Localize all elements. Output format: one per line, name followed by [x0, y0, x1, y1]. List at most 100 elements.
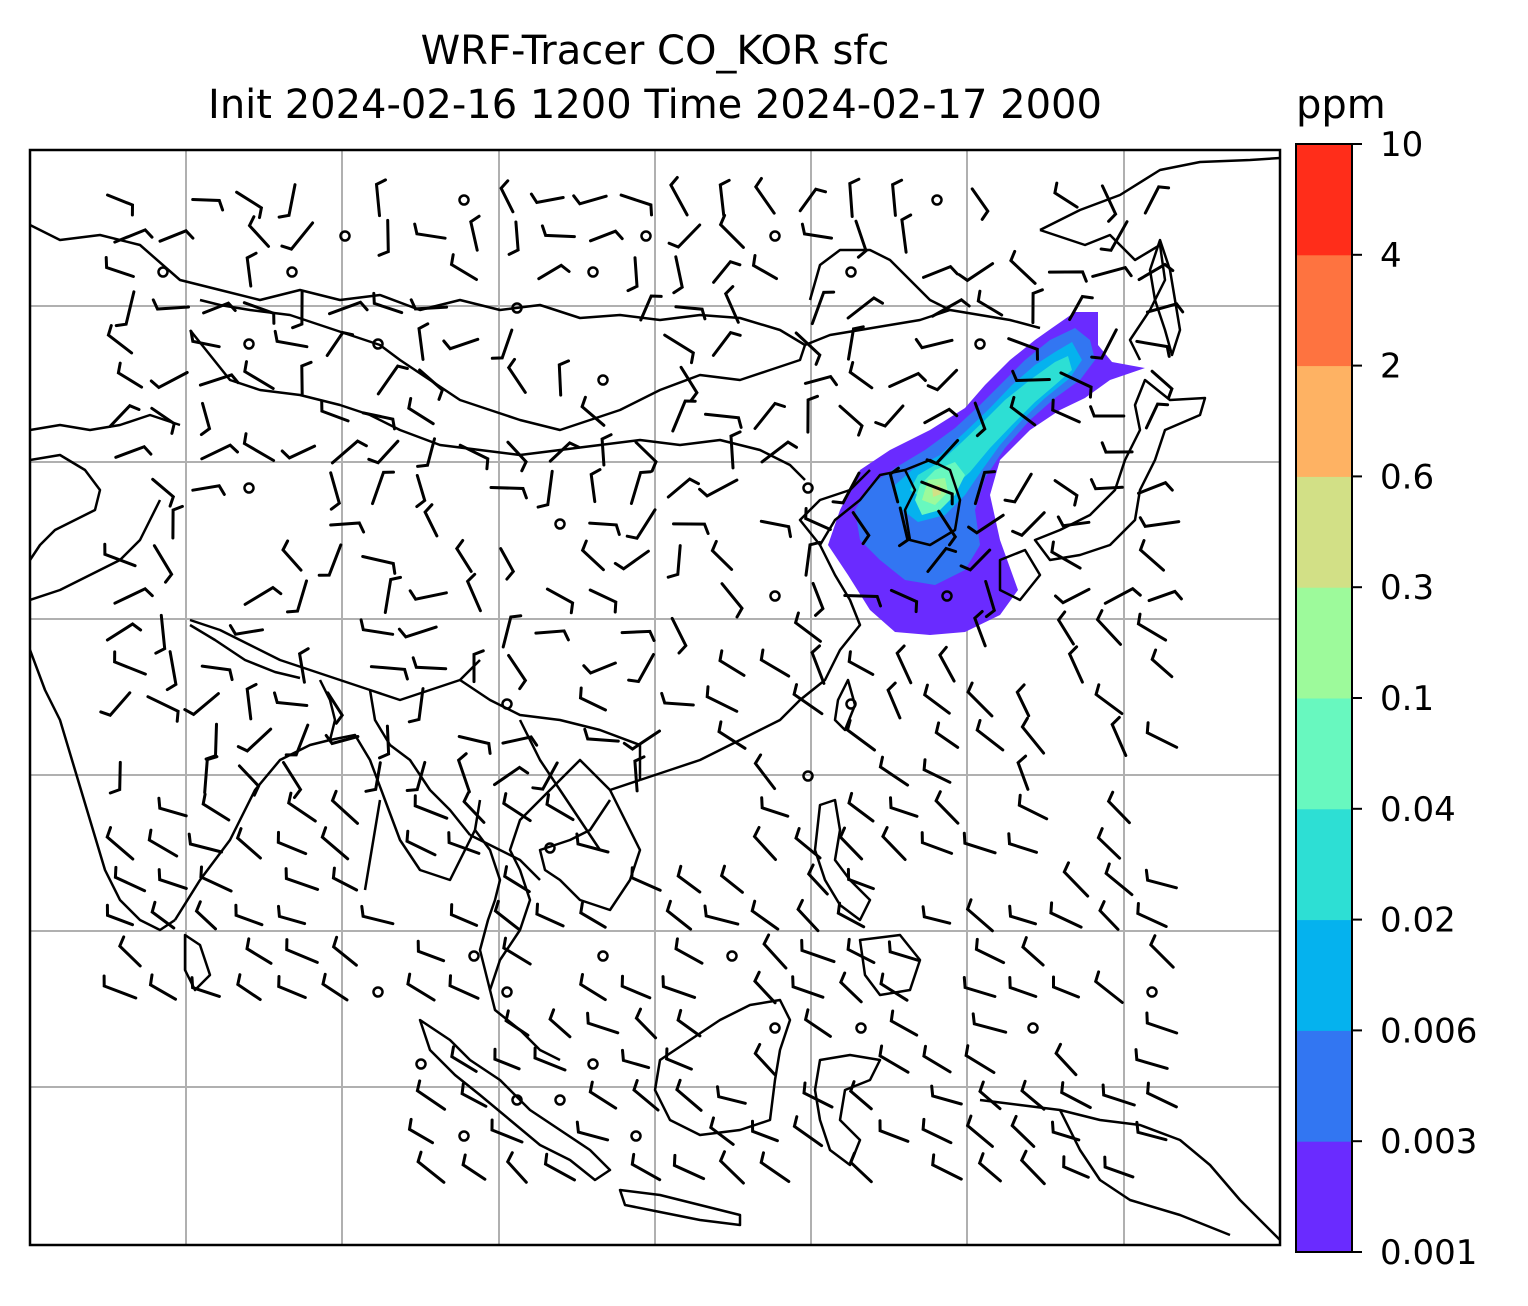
wind-barb	[794, 827, 822, 860]
wind-barb	[202, 301, 237, 315]
wind-barb	[760, 440, 798, 464]
wind-barb	[922, 1044, 952, 1074]
wind-barb-calm	[769, 590, 781, 602]
wind-barb	[504, 1009, 530, 1037]
colorbar-tick-label-1: 0.003	[1380, 1122, 1477, 1162]
wind-barb-calm	[468, 950, 480, 962]
wind-barb	[847, 650, 875, 676]
wind-barb	[798, 187, 827, 213]
wind-barb	[962, 831, 997, 855]
wind-barb	[499, 179, 515, 214]
wind-barb	[752, 826, 777, 861]
wind-barb-calm	[511, 302, 523, 314]
colorbar-block-3	[1296, 808, 1352, 921]
wind-barb	[102, 974, 138, 1000]
wind-barb	[416, 939, 446, 963]
colorbar-block-5	[1296, 587, 1352, 699]
wind-barb	[836, 901, 866, 929]
wind-barb	[1068, 294, 1094, 321]
wind-barb	[792, 683, 824, 716]
wind-barb	[831, 471, 861, 505]
wind-barb	[150, 406, 176, 435]
coast-taiwan	[833, 678, 857, 732]
wind-barb	[698, 478, 739, 498]
wind-barb	[621, 1048, 651, 1070]
colorbar-unit-label: ppm	[1296, 82, 1386, 128]
wind-barb	[359, 618, 395, 636]
coast-bohai	[798, 469, 871, 546]
wind-barb	[273, 329, 309, 349]
wind-barb	[1146, 1081, 1178, 1109]
wind-barb	[146, 695, 180, 723]
wind-barb	[711, 330, 742, 357]
wind-barb	[405, 829, 437, 857]
colorbar-tick-label-2: 0.006	[1380, 1011, 1477, 1051]
wind-barb	[1020, 1079, 1046, 1111]
wind-barb	[502, 792, 532, 823]
wind-barb	[534, 629, 570, 642]
wind-barb	[113, 865, 147, 893]
wind-barb-calm	[726, 950, 738, 962]
wind-barb	[1135, 339, 1171, 358]
wind-barb	[600, 433, 613, 467]
wind-barb	[108, 760, 122, 795]
wind-barb-calm	[1146, 986, 1158, 998]
wind-barb	[113, 228, 154, 244]
wind-barb	[977, 1152, 1002, 1183]
wind-barb	[920, 480, 954, 506]
wind-barb	[934, 721, 960, 749]
wind-barb	[149, 371, 189, 390]
wind-barb	[793, 611, 822, 643]
wind-barb	[545, 793, 575, 822]
wind-barb	[898, 506, 910, 548]
wind-barb	[1138, 516, 1181, 529]
border-mongolia-china	[189, 329, 806, 481]
wind-barb	[415, 1079, 447, 1111]
wind-barb-calm	[769, 230, 781, 242]
wind-barb	[183, 692, 220, 717]
wind-barb	[280, 444, 317, 460]
coast-japan-kyushu	[998, 548, 1042, 602]
wind-barb-calm	[640, 230, 652, 242]
wind-barb	[557, 359, 570, 397]
wind-barb	[116, 361, 144, 389]
wind-barb	[282, 761, 303, 799]
wind-barb	[1106, 790, 1131, 825]
wind-barb	[505, 1151, 528, 1184]
wind-barb	[462, 791, 486, 824]
wind-barb	[499, 547, 516, 581]
wind-barb	[493, 1047, 521, 1071]
wind-barb	[1003, 472, 1033, 504]
wind-barb	[503, 865, 531, 894]
wind-barb	[548, 1008, 572, 1039]
wind-barb	[147, 828, 179, 858]
wind-barb	[1053, 181, 1079, 209]
wind-barb	[1016, 754, 1030, 791]
colorbar: 0.001 0.003 0.006 0.02 0.04 0.1 0.3 0.6 2 4 10	[1295, 125, 1477, 1273]
wind-barb	[663, 333, 695, 365]
wind-barb	[881, 826, 907, 861]
wind-barb	[588, 1080, 618, 1110]
wind-barb	[413, 222, 447, 240]
coast-gulf-thailand	[538, 789, 642, 912]
wind-barb	[639, 294, 663, 322]
wind-barb	[245, 251, 258, 288]
wind-barb	[846, 296, 884, 320]
wind-barb	[973, 470, 996, 506]
coastlines	[30, 156, 1280, 1241]
wind-barb	[811, 581, 825, 617]
wind-barb	[277, 975, 307, 999]
wind-barb	[804, 507, 832, 531]
wind-barb	[920, 831, 954, 855]
wind-barb	[158, 229, 195, 243]
wind-barb	[1008, 976, 1038, 998]
wind-barb	[900, 213, 913, 254]
wind-barb	[191, 484, 226, 496]
wind-barb-calm	[587, 266, 599, 278]
wind-barb-calm	[845, 266, 857, 278]
wind-barb	[848, 1151, 873, 1184]
wind-barb	[619, 193, 653, 217]
map-panel	[28, 148, 1282, 1247]
wind-barb	[416, 1150, 446, 1184]
